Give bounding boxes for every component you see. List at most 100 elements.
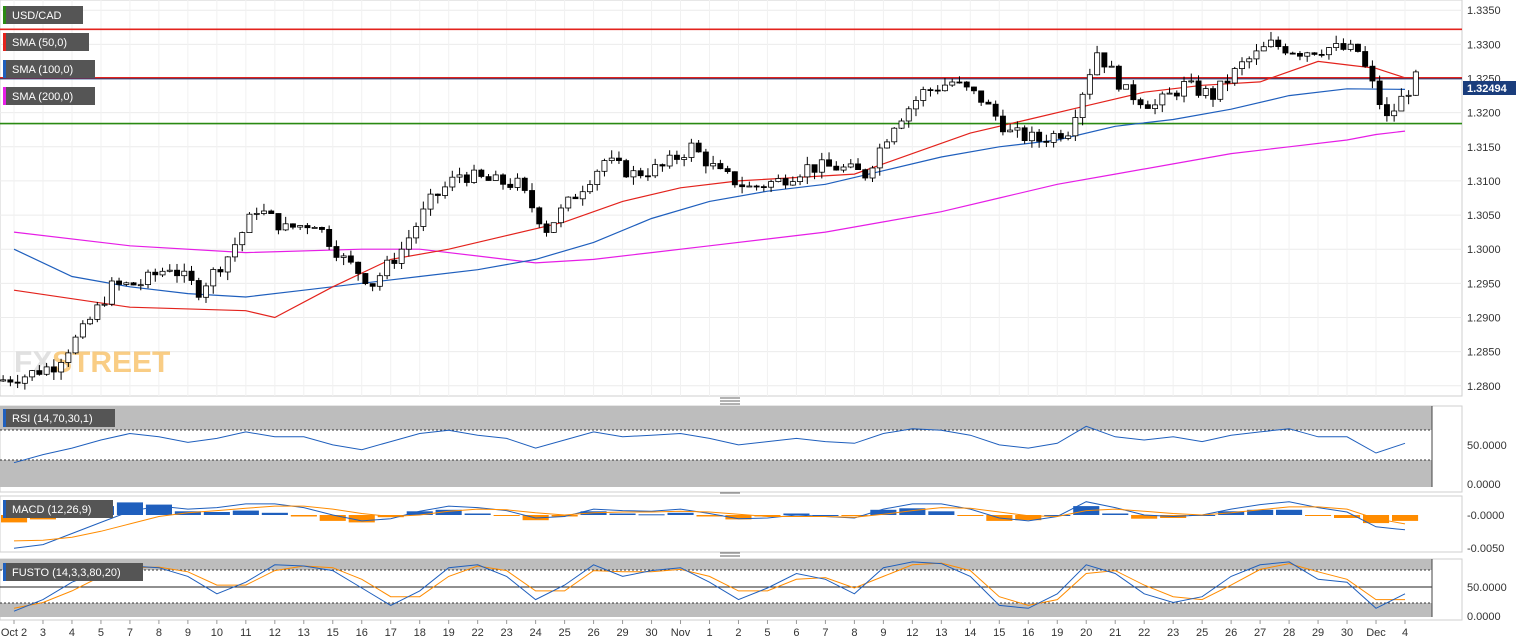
candle-body [1260, 46, 1267, 52]
horizontal-levels[interactable] [0, 28, 1462, 125]
candle-body [79, 323, 86, 338]
candle-body [956, 81, 963, 84]
candle-body [1253, 50, 1260, 60]
x-tick-label: 21 [1109, 627, 1121, 639]
candle-body [427, 193, 434, 210]
candle-body [753, 185, 760, 188]
candle-body [760, 186, 767, 189]
x-tick-label: 3 [40, 627, 46, 639]
panel-resize-handle[interactable] [720, 397, 740, 405]
price-grid [0, 0, 1462, 396]
x-tick-label: 29 [1312, 627, 1324, 639]
macd-panel[interactable]: MACD (12,26,9) -0.0000 -0.0050 [0, 495, 1504, 555]
price-axis: 1.33501.33001.32501.32001.31501.31001.30… [1467, 5, 1501, 393]
svg-text:SMA (100,0): SMA (100,0) [12, 64, 73, 76]
candle-body [1021, 127, 1028, 142]
candle-body [145, 271, 151, 286]
candle-body [174, 269, 180, 277]
macd-hist-bar [899, 508, 926, 515]
candle-body [1239, 61, 1245, 69]
candle-body [927, 89, 934, 91]
x-tick-label: 30 [645, 627, 657, 639]
fusto-k-line [13, 561, 1406, 612]
candle-body [72, 336, 79, 354]
rsi-panel[interactable]: RSI (14,70,30,1) 50.0000 0.0000 [0, 405, 1507, 493]
rsi-tick: 0.0000 [1467, 479, 1501, 491]
candle-body [826, 159, 832, 167]
price-tick: 1.3300 [1467, 39, 1501, 51]
candle-body [645, 175, 651, 178]
candle-body [1065, 135, 1072, 139]
x-tick-label: 19 [1051, 627, 1063, 639]
candle-body [449, 176, 456, 188]
candle-body [1275, 39, 1282, 47]
fusto-d-line [13, 562, 1405, 609]
candle-body [340, 255, 347, 258]
candle-body [1195, 80, 1202, 96]
x-tick-label: 2 [735, 627, 741, 639]
macd-tick: -0.0050 [1467, 543, 1504, 555]
price-tick: 1.3100 [1467, 176, 1501, 188]
candle-body [1115, 65, 1122, 90]
macd-hist-bar [348, 515, 375, 523]
candle-body [536, 207, 543, 225]
x-tick-label: 18 [414, 627, 426, 639]
macd-hist-bar [551, 515, 578, 517]
svg-text:USD/CAD: USD/CAD [12, 10, 62, 22]
candle-body [434, 193, 441, 196]
x-tick-label: 23 [501, 627, 513, 639]
macd-signal-line [13, 505, 1406, 542]
candle-body [739, 184, 746, 188]
candle-body [681, 157, 688, 160]
candle-body [920, 89, 927, 101]
macd-hist-bar [638, 514, 665, 516]
fusto-tick: 50.0000 [1467, 582, 1507, 594]
candle-body [608, 157, 615, 162]
x-tick-label: 15 [327, 627, 339, 639]
candle-body [1152, 104, 1158, 110]
candle-body [297, 225, 304, 228]
candle-body [565, 196, 572, 209]
macd-hist-bar [203, 512, 230, 515]
candle-body [1297, 53, 1303, 57]
candle-body [478, 169, 485, 177]
candle-body [659, 164, 666, 167]
candle-body [391, 259, 398, 264]
candle-body [1369, 65, 1376, 82]
candle-body [50, 366, 57, 373]
candle-body [94, 304, 101, 320]
x-tick-label: 4 [69, 627, 75, 639]
svg-text:SMA (200,0): SMA (200,0) [12, 91, 73, 103]
svg-text:FUSTO (14,3,3,80,20): FUSTO (14,3,3,80,20) [12, 567, 121, 579]
candle-body [456, 174, 463, 178]
fusto-panel[interactable]: FUSTO (14,3,3,80,20) 50.0000 0.0000 [0, 558, 1507, 623]
candle-body [420, 208, 427, 227]
candle-body [1333, 43, 1340, 48]
macd-hist-bar [435, 509, 462, 515]
macd-hist-bar [957, 515, 984, 516]
candle-body [985, 101, 992, 105]
candle-body [137, 284, 144, 287]
macd-hist-bar [493, 515, 520, 516]
macd-hist-bar [261, 512, 288, 515]
candle-body [58, 361, 65, 373]
candle-body [963, 81, 970, 88]
candle-body [1043, 140, 1050, 143]
candle-body [1347, 43, 1354, 50]
macd-hist-bar [754, 515, 781, 517]
candle-body [1311, 52, 1318, 55]
candle-body [521, 177, 528, 191]
candle-body [1289, 52, 1296, 55]
rsi-line [13, 425, 1406, 464]
candle-body [710, 163, 717, 167]
candle-body [442, 186, 448, 196]
candle-body [188, 270, 195, 281]
sma100-line [13, 88, 1406, 298]
candle-body [1412, 71, 1419, 96]
macd-hist-bar [1015, 515, 1042, 521]
candle-body [869, 167, 876, 179]
candle-body [398, 248, 405, 264]
x-tick-label: 19 [443, 627, 455, 639]
candle-body [65, 352, 72, 363]
